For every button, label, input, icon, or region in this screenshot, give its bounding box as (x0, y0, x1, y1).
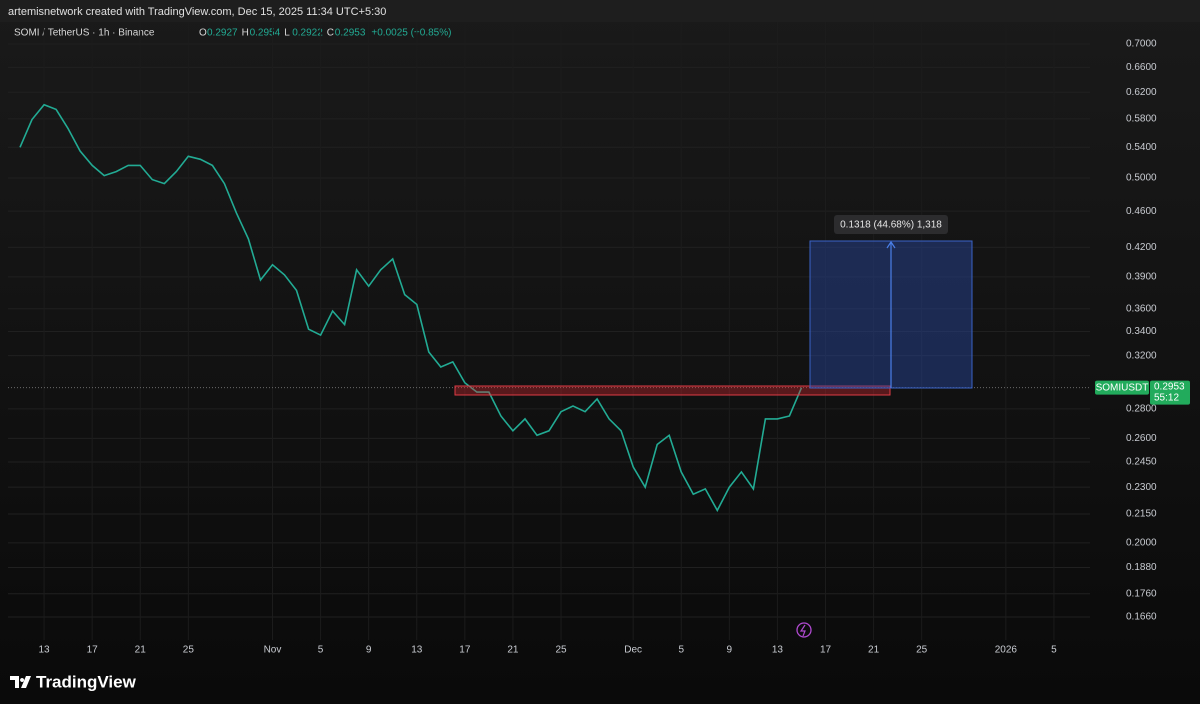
y-tick-label: 0.3400 (1126, 326, 1157, 337)
x-tick-label: 17 (459, 645, 471, 656)
flash-icon[interactable] (796, 622, 812, 638)
x-tick-label: 5 (318, 645, 324, 656)
legend: SOMI / TetherUS · 1h · Binance O 0.2927 H 0.… (14, 28, 451, 39)
ohlc-key: O (199, 28, 207, 39)
x-tick-label: 25 (555, 645, 567, 656)
y-tick-label: 0.2150 (1126, 509, 1157, 520)
y-tick-label: 0.1660 (1126, 612, 1157, 623)
price-line (19, 103, 803, 513)
y-tick-label: 0.5400 (1126, 142, 1157, 153)
y-tick-label: 0.3900 (1126, 272, 1157, 283)
y-tick-label: 0.4600 (1126, 206, 1157, 217)
y-tick-label: 0.2300 (1126, 482, 1157, 493)
x-tick-label: Dec (624, 645, 642, 656)
y-tick-label: 0.4200 (1126, 242, 1157, 253)
y-tick-label: 0.6600 (1126, 62, 1157, 73)
x-tick-label: 13 (772, 645, 784, 656)
y-tick-label: 0.5800 (1126, 113, 1157, 124)
x-tick-label: 2026 (995, 645, 1018, 656)
y-tick-label: 0.6200 (1126, 87, 1157, 98)
logo-text: TradingView (36, 672, 137, 691)
symbol-tag (1095, 380, 1149, 395)
y-tick-label: 0.5000 (1126, 173, 1157, 184)
header-bar (0, 0, 1200, 22)
x-tick-label: 9 (366, 645, 372, 656)
price-tag (1150, 380, 1190, 405)
x-tick-label: 21 (135, 645, 147, 656)
attribution: artemisnetwork created with TradingView.… (8, 6, 386, 18)
ohlc-value: 0.2953 (335, 28, 366, 39)
ohlc-key: C (327, 28, 334, 39)
resistance-zone (454, 385, 891, 396)
y-tick-label: 0.3600 (1126, 303, 1157, 314)
plot: 0.7000 0.6600 0.6200 0.5800 0.5400 0.5000 0.46… (8, 22, 1190, 656)
y-tick-label: 0.1880 (1126, 562, 1157, 573)
logo-mark (10, 676, 31, 688)
ohlc-key: H (242, 28, 249, 39)
x-tick-label: 17 (87, 645, 99, 656)
measure-label: 0.1318 (44.68%) 1,318 (840, 220, 942, 231)
ohlc-value: 0.2954 (250, 28, 281, 39)
measure-arrowhead (886, 240, 896, 249)
y-tick-label: 0.2000 (1126, 537, 1157, 548)
y-tick-label: 0.7000 (1126, 39, 1157, 50)
countdown: 55:12 (1154, 392, 1179, 403)
x-tick-label: 9 (727, 645, 733, 656)
ohlc-key: L (284, 28, 290, 39)
ohlc-value: 0.2922 (292, 28, 323, 39)
y-tick-label: 0.3200 (1126, 350, 1157, 361)
y-tick-label: 0.1760 (1126, 588, 1157, 599)
y-tick-label: 0.2800 (1126, 403, 1157, 414)
x-tick-label: 13 (411, 645, 423, 656)
ohlc-value: 0.2927 (207, 28, 238, 39)
x-tick-label: 13 (39, 645, 51, 656)
symbol-tag-text: SOMIUSDT (1096, 382, 1149, 393)
price-tag-text: 0.2953 (1154, 381, 1185, 392)
x-tick-label: 5 (678, 645, 684, 656)
symbol-title: SOMI / TetherUS · 1h · Binance (14, 28, 155, 39)
flash-bolt (799, 624, 806, 637)
measure-label-box (834, 215, 948, 234)
change: +0.0025 (+0.85%) (371, 28, 451, 39)
x-tick-label: 17 (820, 645, 832, 656)
x-tick-label: 25 (916, 645, 928, 656)
y-tick-label: 0.2600 (1126, 433, 1157, 444)
y-tick-label: 0.2450 (1126, 457, 1157, 468)
x-tick-label: Nov (264, 645, 282, 656)
x-tick-label: 5 (1051, 645, 1057, 656)
x-tick-label: 21 (868, 645, 880, 656)
footer: TradingView (10, 672, 137, 691)
x-tick-label: 25 (183, 645, 195, 656)
x-tick-label: 21 (507, 645, 519, 656)
